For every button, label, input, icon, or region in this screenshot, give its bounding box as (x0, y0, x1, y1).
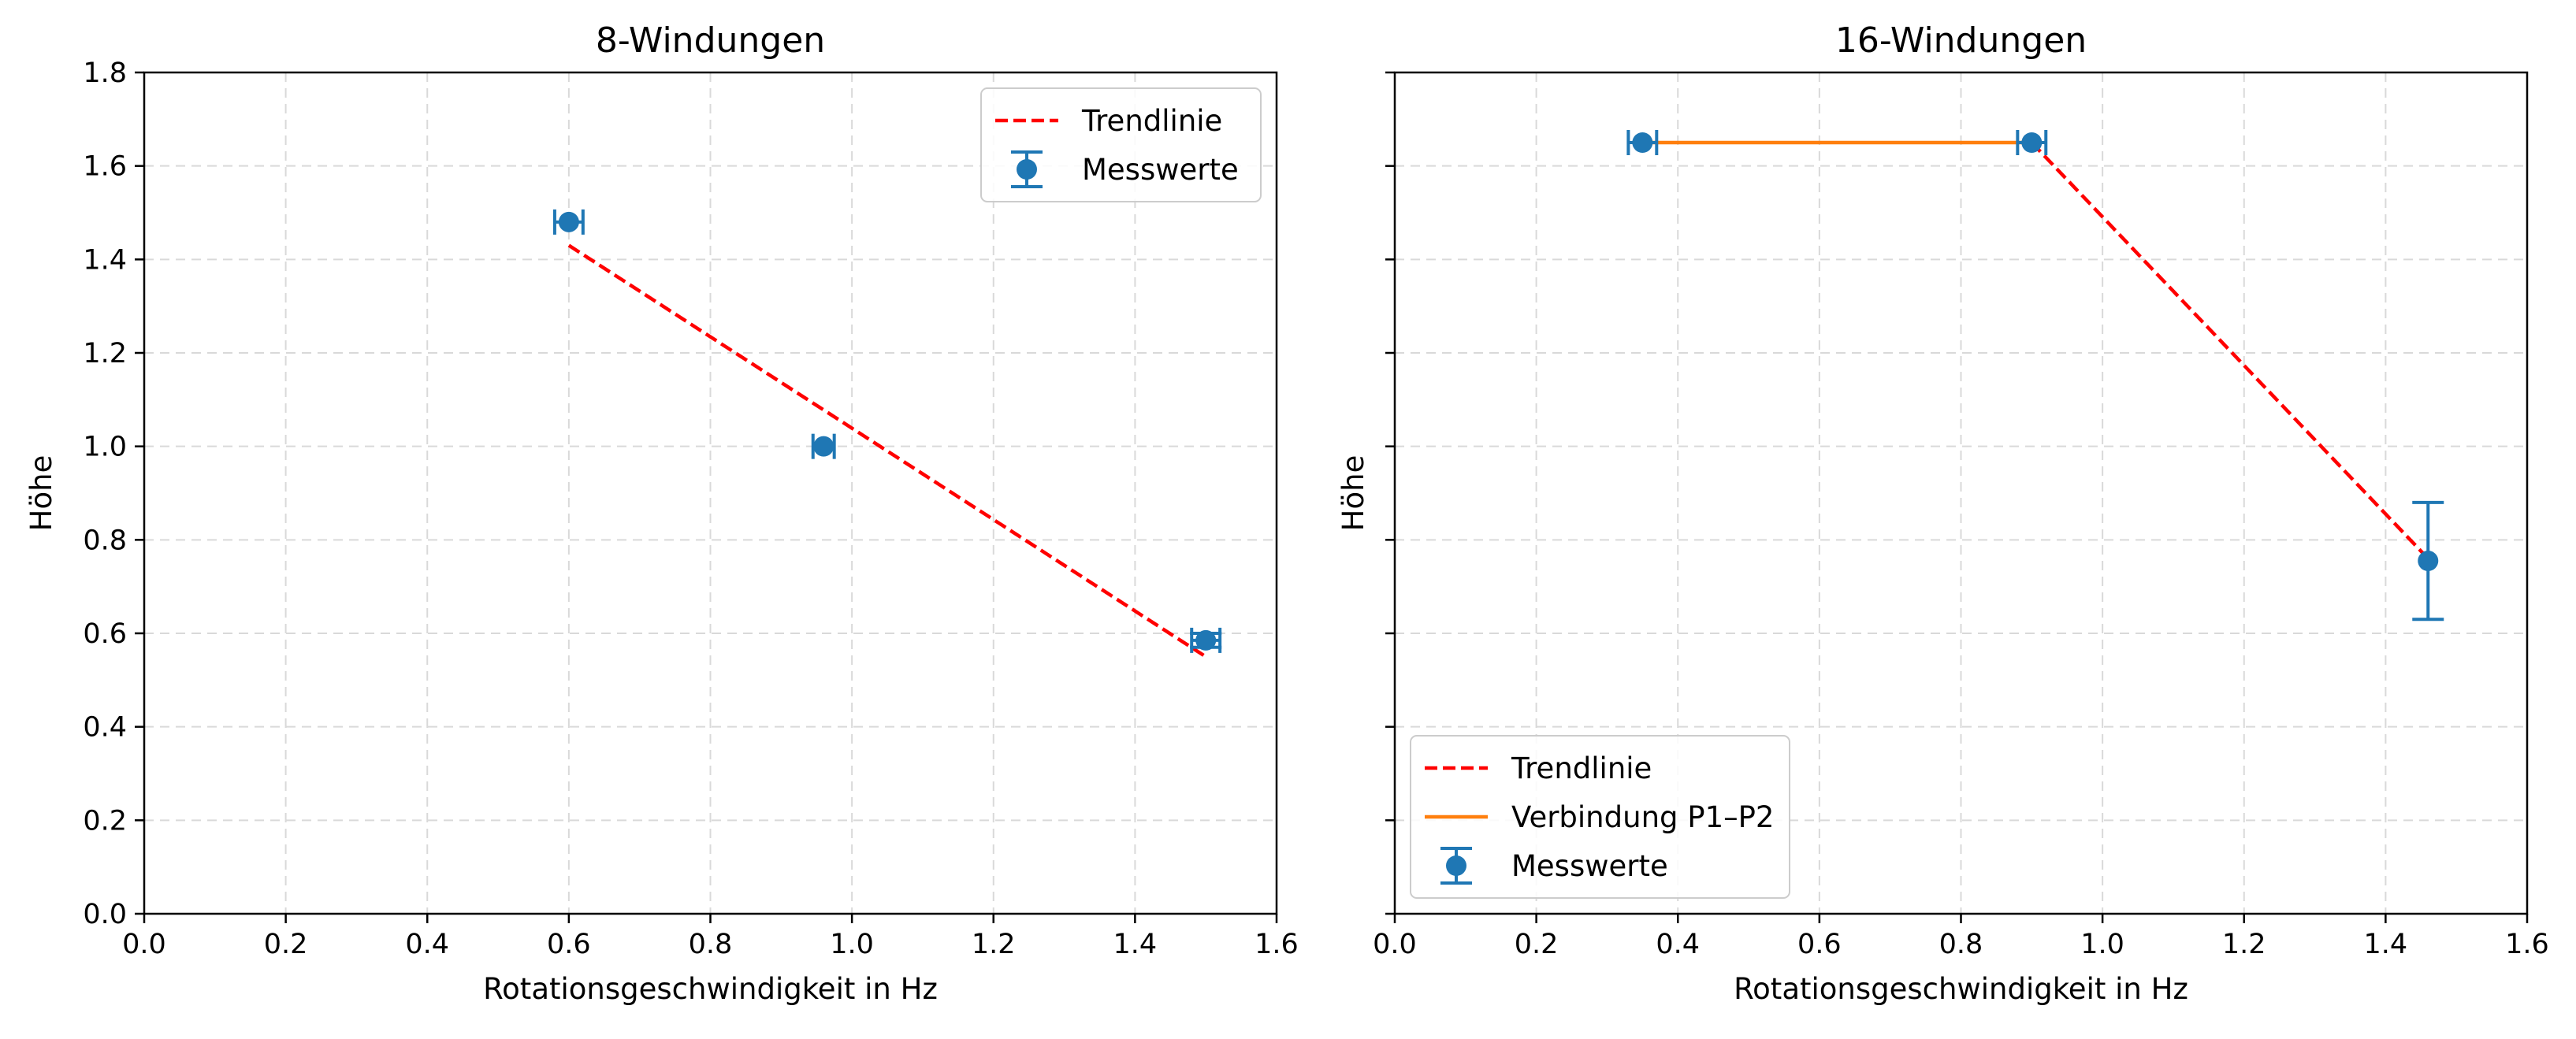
left-chart-y-tick-label: 1.2 (83, 338, 127, 369)
right-chart-x-tick-label: 0.2 (1515, 929, 1559, 960)
right-chart-x-tick-label: 1.0 (2080, 929, 2124, 960)
right-chart-data-point (1632, 132, 1653, 153)
left-chart-legend-label: Messwerte (1082, 153, 1239, 187)
left-chart-data-point (1195, 629, 1217, 651)
left-chart-y-tick-label: 0.0 (83, 899, 127, 930)
left-chart-data-point (558, 211, 579, 232)
left-chart-y-tick-label: 1.8 (83, 58, 127, 89)
right-chart-legend-label: Verbindung P1–P2 (1511, 800, 1774, 834)
left-chart-x-tick-label: 0.6 (547, 929, 591, 960)
left-chart-y-tick-label: 1.4 (83, 244, 127, 276)
left-chart-y-tick-label: 0.2 (83, 805, 127, 837)
left-chart-x-tick-label: 0.2 (264, 929, 308, 960)
right-chart-x-tick-label: 0.8 (1939, 929, 1983, 960)
right-chart-x-tick-label: 1.6 (2505, 929, 2549, 960)
left-chart-legend-swatch-marker (1017, 159, 1037, 180)
left-chart-x-tick-label: 0.8 (689, 929, 733, 960)
right-chart-legend-label: Trendlinie (1511, 751, 1652, 785)
left-chart-x-tick-label: 1.6 (1255, 929, 1299, 960)
right-chart-y-axis-label: Höhe (1336, 455, 1370, 532)
left-chart-y-tick-label: 0.8 (83, 525, 127, 556)
left-chart-y-axis-label: Höhe (24, 455, 58, 532)
left-chart-panel: 0.0 0.2 0.4 0.6 0.8 1.0 1.2 1.4 1.6 0.0 0.2 0.4 0.6 0… (24, 20, 1299, 1006)
right-chart-x-tick-label: 0.6 (1797, 929, 1842, 960)
left-chart-trend-line (567, 243, 1207, 659)
left-chart-legend: Trendlinie Messwerte (980, 87, 1262, 202)
right-chart-data-point (2021, 132, 2043, 153)
left-chart-x-tick-label: 1.4 (1113, 929, 1158, 960)
right-chart-title: 16-Windungen (1835, 20, 2087, 61)
left-chart-x-tick-label: 1.2 (972, 929, 1016, 960)
left-chart-title: 8-Windungen (596, 20, 825, 61)
left-chart-x-tick-label: 0.0 (122, 929, 166, 960)
left-chart-legend-box (980, 87, 1262, 202)
right-chart-x-tick-label: 1.2 (2222, 929, 2266, 960)
right-chart-legend-swatch-marker (1446, 855, 1466, 876)
right-chart-x-axis-label: Rotationsgeschwindigkeit in Hz (1734, 972, 2188, 1006)
right-chart-data-point (2418, 551, 2439, 572)
left-chart-x-axis-label: Rotationsgeschwindigkeit in Hz (483, 972, 938, 1006)
right-chart-panel: 0.0 0.2 0.4 0.6 0.8 1.0 1.2 1.4 1.6 16-Windungen R… (1336, 20, 2549, 1006)
right-chart-trend-line (2030, 141, 2429, 560)
right-chart-x-tick-label: 1.4 (2364, 929, 2408, 960)
left-chart-x-tick-label: 0.4 (405, 929, 449, 960)
left-chart-y-tick-label: 0.6 (83, 618, 127, 650)
right-chart-x-tick-label: 0.4 (1656, 929, 1700, 960)
right-chart-x-tick-label: 0.0 (1373, 929, 1417, 960)
right-chart-legend: Trendlinie Verbindung P1–P2 Messwerte (1410, 735, 1790, 899)
left-chart-y-tick-label: 1.6 (83, 151, 127, 183)
right-chart-legend-box (1410, 735, 1790, 899)
left-chart-y-tick-label: 1.0 (83, 432, 127, 463)
left-chart-x-tick-label: 1.0 (830, 929, 874, 960)
left-chart-y-tick-label: 0.4 (83, 712, 127, 744)
left-chart-data-point (813, 436, 835, 457)
right-chart-legend-label: Messwerte (1511, 849, 1668, 883)
left-chart-legend-label: Trendlinie (1081, 104, 1222, 138)
